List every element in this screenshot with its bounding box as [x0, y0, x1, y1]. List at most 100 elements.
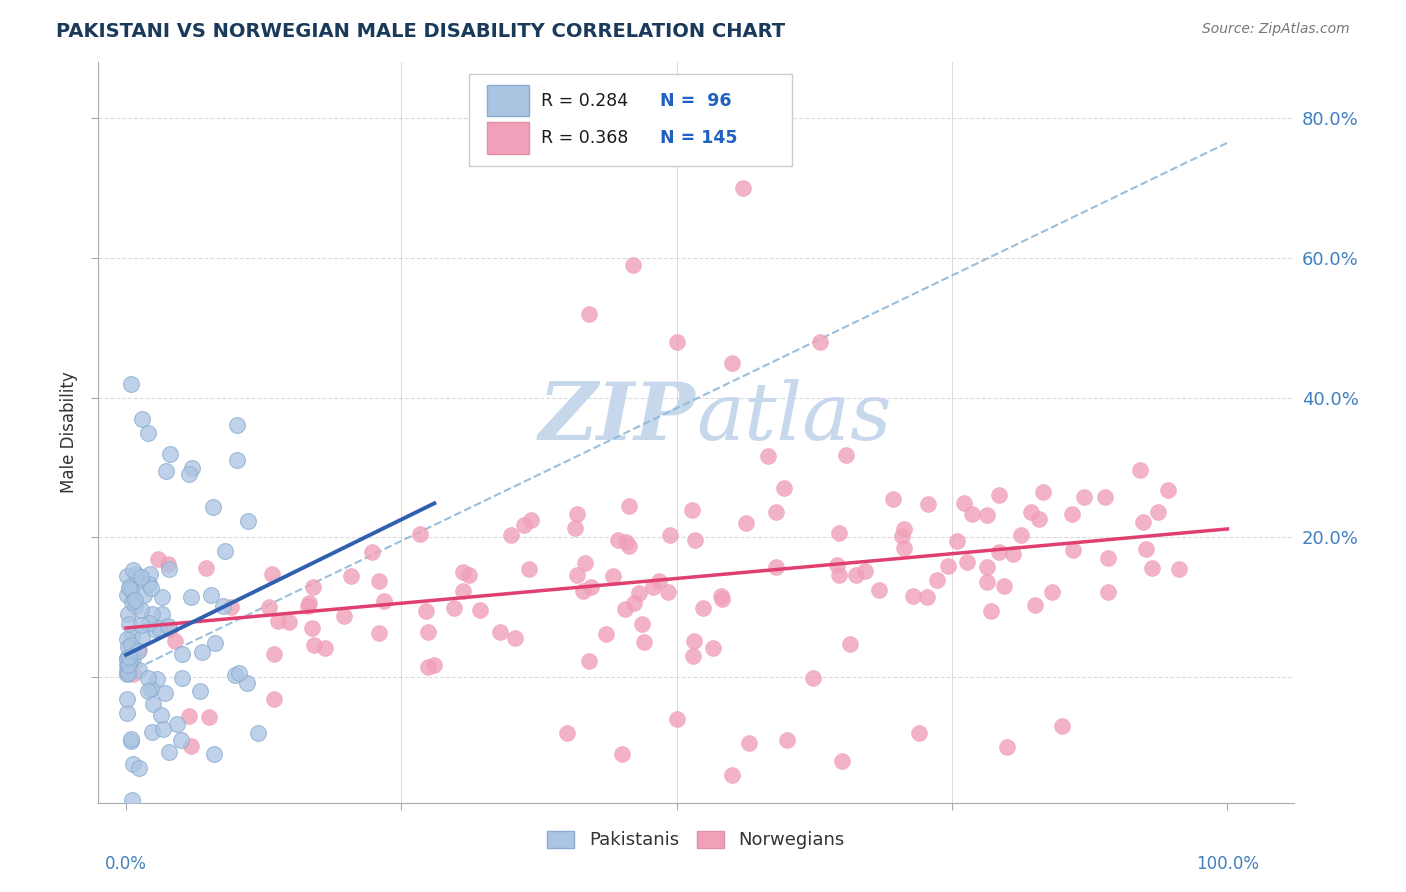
Point: [117, 569, 139, 583]
Point: [150, 607, 173, 622]
Point: [135, 812, 157, 826]
Point: [124, 599, 146, 614]
Point: [1024, 598, 1046, 612]
Point: [893, 541, 915, 556]
Point: [657, 584, 679, 599]
Point: [262, 567, 284, 582]
Point: [139, 567, 162, 582]
Point: [198, 710, 221, 724]
Point: [120, 733, 142, 747]
Point: [517, 562, 540, 576]
Point: [117, 658, 139, 673]
Point: [735, 516, 758, 531]
Point: [194, 561, 217, 575]
Text: N =  96: N = 96: [661, 92, 731, 110]
Point: [257, 599, 280, 614]
Text: 0.0%: 0.0%: [105, 855, 146, 872]
Point: [159, 623, 181, 637]
Point: [128, 643, 150, 657]
Point: [595, 626, 617, 640]
Point: [150, 591, 173, 605]
Point: [301, 620, 323, 634]
Point: [1073, 490, 1095, 504]
Point: [555, 726, 578, 740]
Point: [141, 607, 163, 621]
Point: [468, 603, 491, 617]
Point: [148, 621, 170, 635]
Point: [128, 855, 150, 869]
Point: [503, 631, 526, 645]
Point: [138, 615, 160, 630]
Point: [578, 307, 600, 321]
Point: [166, 717, 188, 731]
Text: 100.0%: 100.0%: [1197, 855, 1258, 872]
Point: [172, 647, 194, 661]
Point: [1010, 528, 1032, 542]
Point: [617, 539, 640, 553]
Point: [710, 591, 733, 606]
Point: [621, 258, 644, 272]
Point: [946, 533, 969, 548]
Point: [117, 664, 139, 678]
Point: [340, 569, 363, 583]
Point: [614, 535, 637, 549]
Point: [120, 583, 142, 598]
Point: [141, 725, 163, 739]
Point: [720, 768, 742, 782]
Point: [180, 590, 202, 604]
Point: [988, 544, 1011, 558]
Point: [627, 585, 650, 599]
Point: [756, 449, 779, 463]
Point: [565, 568, 588, 582]
Point: [228, 665, 250, 680]
Point: [415, 604, 437, 618]
Point: [117, 706, 139, 720]
Point: [226, 453, 249, 467]
Point: [1097, 584, 1119, 599]
Bar: [486, 86, 529, 117]
Point: [200, 588, 222, 602]
Point: [373, 594, 395, 608]
Point: [520, 513, 543, 527]
Point: [361, 545, 384, 559]
Point: [314, 640, 336, 655]
Point: [236, 676, 259, 690]
Point: [976, 559, 998, 574]
Point: [121, 650, 143, 665]
Point: [1157, 483, 1180, 498]
Point: [489, 625, 512, 640]
Point: [808, 334, 831, 349]
Point: [610, 747, 633, 761]
Point: [247, 726, 270, 740]
Point: [122, 641, 145, 656]
Y-axis label: Male Disability: Male Disability: [60, 372, 79, 493]
Point: [148, 551, 170, 566]
Point: [129, 603, 152, 617]
Point: [278, 615, 301, 629]
Point: [917, 590, 939, 604]
Point: [170, 733, 193, 747]
Point: [1021, 504, 1043, 518]
Point: [418, 624, 440, 639]
Point: [956, 555, 979, 569]
Point: [201, 500, 224, 514]
Point: [631, 616, 654, 631]
Point: [443, 601, 465, 615]
Point: [908, 726, 931, 740]
Point: [211, 599, 233, 614]
Point: [124, 593, 146, 607]
Bar: [486, 122, 529, 153]
Point: [853, 565, 876, 579]
Point: [988, 487, 1011, 501]
Point: [121, 756, 143, 771]
Point: [1002, 547, 1025, 561]
Point: [368, 574, 391, 588]
Point: [121, 793, 143, 807]
Point: [117, 692, 139, 706]
Point: [115, 658, 138, 673]
Point: [765, 506, 787, 520]
Point: [224, 667, 246, 681]
Point: [263, 647, 285, 661]
Point: [890, 529, 912, 543]
Point: [115, 830, 138, 845]
